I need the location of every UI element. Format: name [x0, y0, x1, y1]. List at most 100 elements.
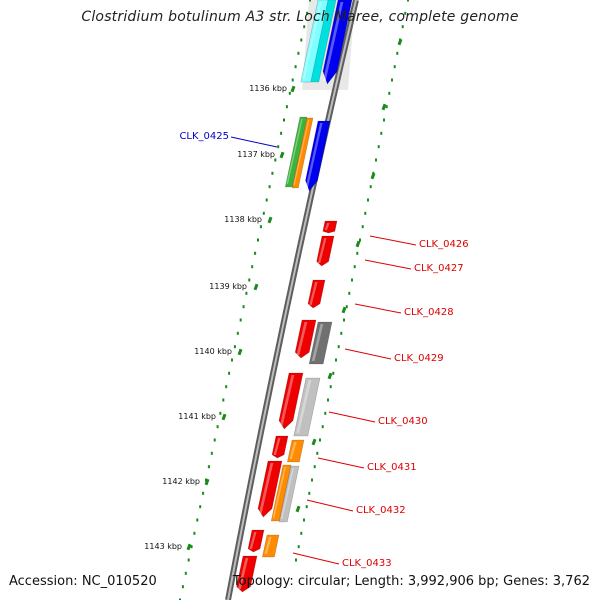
track-dot: [385, 105, 388, 109]
track-dot: [205, 478, 207, 482]
track-dot: [262, 211, 265, 215]
track-dot: [364, 211, 367, 215]
scale-tick-mark: [253, 283, 259, 291]
track-tick-mark: [370, 172, 376, 180]
scale-tick-label: 1139 kbp: [209, 282, 247, 291]
track-dot: [199, 505, 202, 509]
gene-labels: CLK_0425 CLK_0426 CLK_0427 CLK_0428 CLK_0429…: [179, 131, 468, 569]
track-dot: [274, 158, 277, 162]
track-dot: [305, 505, 308, 509]
gene-feature-clk0432-red: [257, 460, 283, 518]
track-dot: [280, 131, 283, 135]
gene-label: CLK_0427: [414, 263, 464, 274]
track-dot: [236, 331, 239, 335]
gene-label: CLK_0432: [356, 505, 406, 516]
scale-tick-label: 1137 kbp: [237, 150, 275, 159]
track-dot: [332, 371, 335, 375]
gene-feature-blue-1: [322, 0, 353, 85]
track-dot: [335, 358, 337, 362]
gene-label-leader: [317, 457, 365, 469]
track-dot: [277, 145, 280, 149]
track-dot: [388, 91, 391, 95]
track-dot: [351, 278, 353, 282]
track-dot: [316, 451, 319, 455]
gene-label-leader: [292, 552, 340, 565]
track-dot: [245, 291, 248, 295]
track-dot: [393, 65, 396, 69]
track-dot: [251, 265, 254, 269]
track-dot: [359, 238, 361, 242]
gene-label: CLK_0425: [179, 131, 229, 142]
gene-feature-clk0432-gray: [278, 465, 300, 523]
gene-feature-cyan-2: [300, 0, 329, 83]
track-dot: [383, 118, 385, 122]
track-dot: [401, 25, 404, 29]
track-dot: [193, 531, 196, 535]
scale-tick-mark: [221, 413, 227, 421]
gene-label-leader: [364, 259, 412, 270]
gene-feature-clk0432-orange: [270, 464, 292, 522]
track-dot: [254, 251, 257, 255]
track-dot: [309, 0, 311, 2]
track-dot: [300, 531, 303, 535]
scale-tick-mark: [204, 478, 210, 486]
track-dot: [375, 158, 377, 162]
genome-backbone: [225, 0, 359, 600]
track-dot: [291, 78, 294, 82]
track-dot: [219, 411, 222, 415]
map-title: Clostridium botulinum A3 str. Loch Maree…: [81, 9, 519, 25]
track-dot: [303, 518, 305, 522]
track-dot: [181, 585, 184, 589]
gene-feature-green: [284, 116, 308, 188]
gene-feature-clk0429-red: [294, 319, 317, 359]
track-dot: [196, 518, 199, 522]
gene-label: CLK_0431: [367, 462, 417, 473]
track-dot: [348, 291, 351, 295]
gene-feature-clk0429-gray: [308, 321, 333, 365]
gene-label: CLK_0426: [419, 239, 469, 250]
track-dot: [190, 545, 193, 549]
track-dot: [329, 385, 332, 389]
track-dot: [321, 425, 324, 429]
track-dot: [225, 385, 228, 389]
gene-features: [236, 0, 353, 593]
track-dot: [271, 171, 274, 175]
scale-tick-mark: [290, 85, 296, 93]
track-dot: [210, 451, 213, 455]
scale-tick-mark: [237, 348, 243, 356]
track-dot: [213, 438, 216, 442]
gene-label-leader: [328, 411, 376, 423]
track-dot: [297, 51, 300, 55]
scale-tick-mark: [267, 216, 273, 224]
track-dot: [343, 318, 345, 322]
scale-tick-label: 1143 kbp: [144, 542, 182, 551]
scale-tick-label: 1138 kbp: [224, 215, 262, 224]
gene-feature-orange-1: [291, 117, 314, 189]
scale-tick-label: 1141 kbp: [178, 412, 216, 421]
scale-ticks: 1136 kbp 1137 kbp 1138 kbp 1139 kbp 1140 kbp…: [144, 38, 403, 551]
track-dot: [297, 545, 300, 549]
track-dot: [303, 25, 306, 29]
gene-label: CLK_0429: [394, 353, 444, 364]
gene-feature-clk0434-red: [236, 555, 258, 593]
gene-label-leader: [354, 303, 402, 314]
track-dot: [187, 558, 190, 562]
track-tick-mark: [355, 240, 361, 248]
gene-feature-clk0431-red: [271, 435, 289, 459]
track-dot: [319, 438, 321, 442]
track-dot: [353, 265, 356, 269]
track-dot: [248, 278, 251, 282]
track-dot: [294, 65, 297, 69]
track-dot: [345, 305, 348, 309]
track-dot: [306, 11, 309, 15]
track-tick-mark: [327, 372, 333, 380]
track-dot: [216, 425, 219, 429]
track-dot: [233, 345, 236, 349]
track-dot: [380, 131, 383, 135]
gene-feature-clk0430-red: [278, 372, 304, 430]
track-dot: [207, 465, 210, 469]
track-dot: [367, 198, 369, 202]
track-dot: [407, 0, 409, 2]
gene-label: CLK_0428: [404, 307, 454, 318]
track-tick-mark: [397, 38, 403, 46]
